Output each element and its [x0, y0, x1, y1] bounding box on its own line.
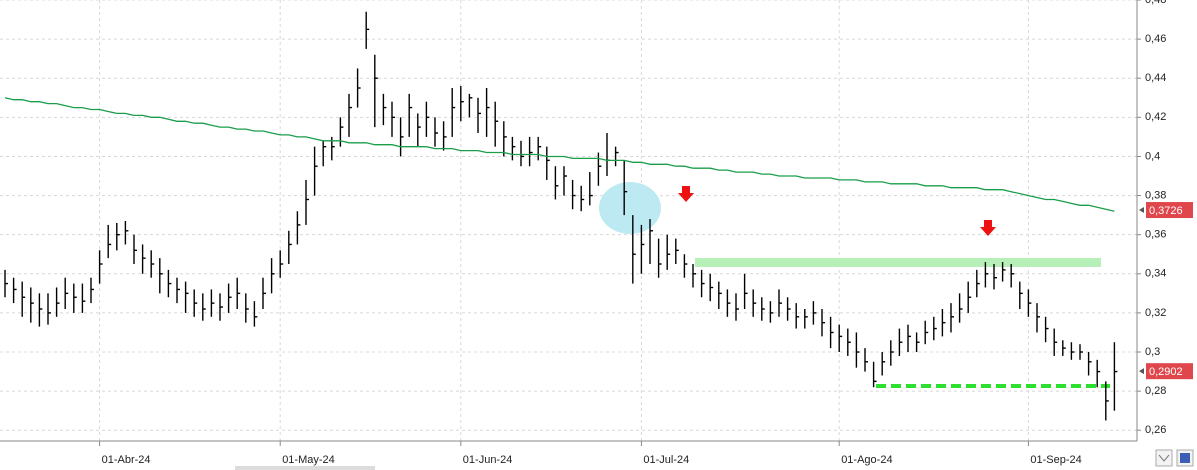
arrow-down: [980, 220, 996, 236]
y-tick-label: 0,36: [1145, 229, 1166, 241]
moving-average-line: [4, 97, 1115, 212]
y-tick-label: 0,46: [1145, 33, 1166, 45]
resistance-band: [695, 258, 1101, 267]
x-tick-label: 01-Jul-24: [643, 454, 689, 466]
scroll-button[interactable]: [1155, 449, 1173, 467]
y-tick-label: 0,38: [1145, 189, 1166, 201]
price-label: 0,2902: [1149, 366, 1183, 378]
price-label-box: [1146, 363, 1193, 380]
y-tick-label: 0,28: [1145, 385, 1166, 397]
save-icon: [1180, 453, 1190, 463]
price-label-box: [1146, 202, 1193, 219]
y-tick-label: 0,32: [1145, 307, 1166, 319]
x-tick-label: 01-Jun-24: [463, 454, 513, 466]
x-tick-label: 01-Abr-24: [102, 454, 151, 466]
labels: 0,26 0,28 0,3 0,32 0,34 0,36 0,38 0,4 0,42 0,44 0,…: [99, 0, 1193, 466]
grid: [0, 0, 1137, 441]
y-tick-label: 0,26: [1145, 424, 1166, 436]
x-tick-label: 01-May-24: [282, 454, 335, 466]
arrow-down: [678, 186, 694, 202]
y-tick-label: 0,3: [1145, 346, 1160, 358]
price-pointer: [1139, 368, 1144, 375]
scroll-icon: [1158, 454, 1170, 462]
y-tick-label: 0,48: [1145, 0, 1166, 6]
scrollbar[interactable]: [235, 466, 375, 470]
x-tick-label: 01-Ago-24: [841, 454, 892, 466]
y-tick-label: 0,4: [1145, 150, 1160, 162]
price-label: 0,3726: [1149, 205, 1183, 217]
price-pointer: [1139, 207, 1144, 214]
y-tick-label: 0,34: [1145, 268, 1166, 280]
marks: [4, 11, 1118, 421]
x-tick-label: 01-Sep-24: [1030, 454, 1081, 466]
y-tick-label: 0,42: [1145, 111, 1166, 123]
y-tick-label: 0,44: [1145, 72, 1166, 84]
highlight-ellipse: [599, 182, 661, 234]
